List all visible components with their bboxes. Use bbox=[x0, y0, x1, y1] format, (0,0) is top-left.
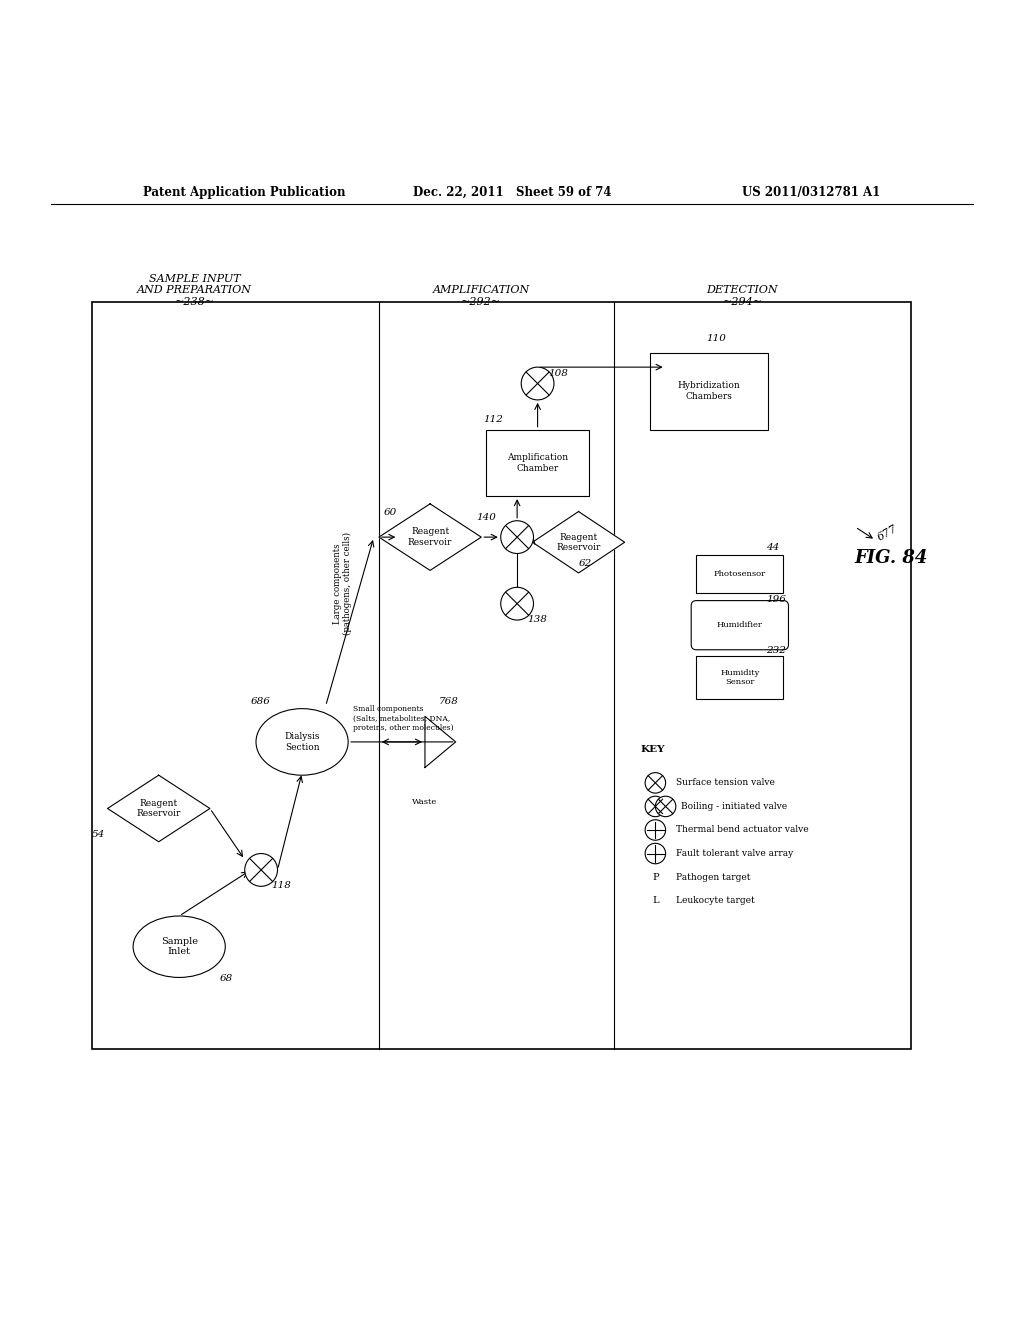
Text: 108: 108 bbox=[548, 370, 567, 379]
Text: 44: 44 bbox=[766, 544, 779, 553]
Text: Amplification
Chamber: Amplification Chamber bbox=[507, 453, 568, 473]
Text: Dec. 22, 2011   Sheet 59 of 74: Dec. 22, 2011 Sheet 59 of 74 bbox=[413, 186, 611, 198]
Text: AMPLIFICATION
~292~: AMPLIFICATION ~292~ bbox=[433, 285, 529, 306]
Text: 68: 68 bbox=[220, 974, 233, 982]
Circle shape bbox=[501, 587, 534, 620]
Text: 138: 138 bbox=[527, 615, 547, 624]
Text: Hybridization
Chambers: Hybridization Chambers bbox=[678, 381, 740, 401]
Circle shape bbox=[245, 854, 278, 886]
Text: Surface tension valve: Surface tension valve bbox=[676, 779, 775, 787]
Text: Fault tolerant valve array: Fault tolerant valve array bbox=[676, 849, 794, 858]
Text: Sample
Inlet: Sample Inlet bbox=[161, 937, 198, 957]
FancyBboxPatch shape bbox=[650, 352, 768, 429]
Text: 118: 118 bbox=[271, 882, 291, 891]
FancyBboxPatch shape bbox=[92, 301, 911, 1049]
Ellipse shape bbox=[256, 709, 348, 775]
Text: 112: 112 bbox=[483, 416, 503, 425]
Text: Humidifier: Humidifier bbox=[717, 622, 763, 630]
Text: 62: 62 bbox=[579, 558, 592, 568]
Text: SAMPLE INPUT
AND PREPARATION
~238~: SAMPLE INPUT AND PREPARATION ~238~ bbox=[137, 273, 252, 306]
Polygon shape bbox=[425, 717, 456, 767]
Text: Dialysis
Section: Dialysis Section bbox=[285, 733, 319, 751]
Text: 140: 140 bbox=[476, 512, 496, 521]
Circle shape bbox=[645, 772, 666, 793]
Polygon shape bbox=[532, 512, 625, 573]
Text: Leukocyte target: Leukocyte target bbox=[676, 896, 755, 906]
Text: 686: 686 bbox=[251, 697, 270, 706]
Polygon shape bbox=[108, 775, 210, 842]
Text: Reagent
Reservoir: Reagent Reservoir bbox=[408, 528, 453, 546]
Text: Large components
(pathogens, other cells): Large components (pathogens, other cells… bbox=[333, 532, 352, 635]
Text: DETECTION
~294~: DETECTION ~294~ bbox=[707, 285, 778, 306]
Text: 232: 232 bbox=[766, 645, 785, 655]
Circle shape bbox=[645, 796, 666, 817]
FancyBboxPatch shape bbox=[486, 429, 589, 496]
Text: 677: 677 bbox=[876, 523, 899, 543]
Circle shape bbox=[645, 820, 666, 841]
Text: 768: 768 bbox=[438, 697, 458, 706]
Text: Patent Application Publication: Patent Application Publication bbox=[143, 186, 346, 198]
Ellipse shape bbox=[133, 916, 225, 977]
Text: FIG. 84: FIG. 84 bbox=[854, 549, 928, 566]
Text: L: L bbox=[652, 896, 658, 906]
Circle shape bbox=[655, 796, 676, 817]
Text: Pathogen target: Pathogen target bbox=[676, 873, 751, 882]
Text: 196: 196 bbox=[766, 595, 785, 603]
FancyBboxPatch shape bbox=[696, 554, 783, 594]
Text: Reagent
Reservoir: Reagent Reservoir bbox=[136, 799, 181, 818]
Text: Humidity
Sensor: Humidity Sensor bbox=[720, 669, 760, 686]
Circle shape bbox=[645, 843, 666, 863]
Text: US 2011/0312781 A1: US 2011/0312781 A1 bbox=[742, 186, 881, 198]
Text: KEY: KEY bbox=[640, 746, 665, 754]
FancyBboxPatch shape bbox=[691, 601, 788, 649]
Circle shape bbox=[501, 520, 534, 553]
Text: Photosensor: Photosensor bbox=[714, 570, 766, 578]
Text: P: P bbox=[652, 873, 658, 882]
Circle shape bbox=[521, 367, 554, 400]
Text: Waste: Waste bbox=[413, 799, 437, 807]
Text: Thermal bend actuator valve: Thermal bend actuator valve bbox=[676, 825, 809, 834]
Text: 60: 60 bbox=[384, 508, 397, 516]
FancyBboxPatch shape bbox=[696, 656, 783, 698]
Text: Small components
(Salts, metabolites, DNA,
proteins, other molecules): Small components (Salts, metabolites, DN… bbox=[353, 705, 454, 731]
Text: 110: 110 bbox=[707, 334, 726, 343]
Polygon shape bbox=[379, 504, 481, 570]
Text: 54: 54 bbox=[92, 830, 105, 840]
Text: Boiling - initiated valve: Boiling - initiated valve bbox=[681, 803, 787, 810]
Text: Reagent
Reservoir: Reagent Reservoir bbox=[556, 532, 601, 552]
